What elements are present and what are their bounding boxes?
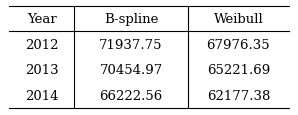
Text: 71937.75: 71937.75 [99, 38, 163, 51]
Text: 62177.38: 62177.38 [207, 89, 270, 102]
Text: 67976.35: 67976.35 [207, 38, 270, 51]
Text: 70454.97: 70454.97 [100, 64, 163, 77]
Text: 2012: 2012 [25, 38, 58, 51]
Text: 65221.69: 65221.69 [207, 64, 270, 77]
Text: 2013: 2013 [25, 64, 58, 77]
Text: B-spline: B-spline [104, 13, 158, 26]
Text: 2014: 2014 [25, 89, 58, 102]
Text: Weibull: Weibull [214, 13, 263, 26]
Text: 66222.56: 66222.56 [100, 89, 163, 102]
Text: Year: Year [27, 13, 57, 26]
